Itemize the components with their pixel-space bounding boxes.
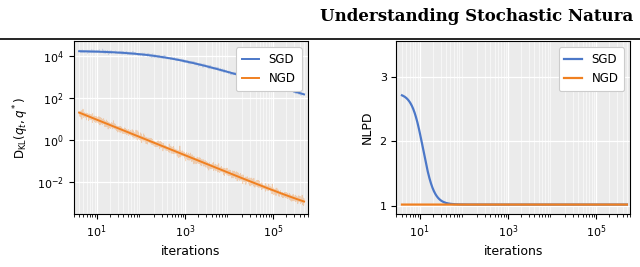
SGD (508, 203, 515, 206)
SGD (252, 78, 260, 82)
SGD (398, 94, 406, 97)
Legend: SGD, NGD: SGD, NGD (236, 47, 301, 91)
SGD (294, 91, 301, 94)
Line: NGD: NGD (79, 113, 304, 202)
SGD (623, 203, 631, 206)
SGD (179, 59, 186, 62)
NGD (185, 155, 193, 158)
NGD (252, 182, 260, 185)
SGD (618, 203, 625, 206)
NGD (575, 203, 583, 206)
NGD (398, 203, 406, 206)
SGD (575, 203, 583, 206)
SGD (185, 60, 193, 64)
NGD (294, 198, 301, 201)
Legend: SGD, NGD: SGD, NGD (559, 47, 625, 91)
NGD (300, 200, 308, 203)
SGD (410, 108, 417, 111)
Text: Understanding Stochastic Natura: Understanding Stochastic Natura (321, 8, 634, 25)
Line: SGD: SGD (402, 95, 627, 205)
SGD (300, 93, 308, 96)
NGD (623, 203, 631, 206)
SGD (616, 203, 624, 206)
NGD (410, 203, 417, 206)
Y-axis label: $\mathrm{D_{KL}}(q_t, q^*)$: $\mathrm{D_{KL}}(q_t, q^*)$ (12, 96, 31, 159)
NGD (294, 198, 301, 201)
NGD (616, 203, 624, 206)
SGD (616, 203, 624, 206)
SGD (87, 50, 95, 53)
NGD (87, 116, 95, 119)
NGD (502, 203, 509, 206)
NGD (76, 111, 83, 114)
NGD (179, 153, 186, 156)
SGD (294, 91, 301, 94)
SGD (502, 203, 509, 206)
Y-axis label: NLPD: NLPD (361, 111, 374, 144)
Line: SGD: SGD (79, 51, 304, 94)
NGD (508, 203, 515, 206)
X-axis label: iterations: iterations (484, 245, 543, 258)
NGD (616, 203, 624, 206)
X-axis label: iterations: iterations (161, 245, 220, 258)
SGD (76, 50, 83, 53)
